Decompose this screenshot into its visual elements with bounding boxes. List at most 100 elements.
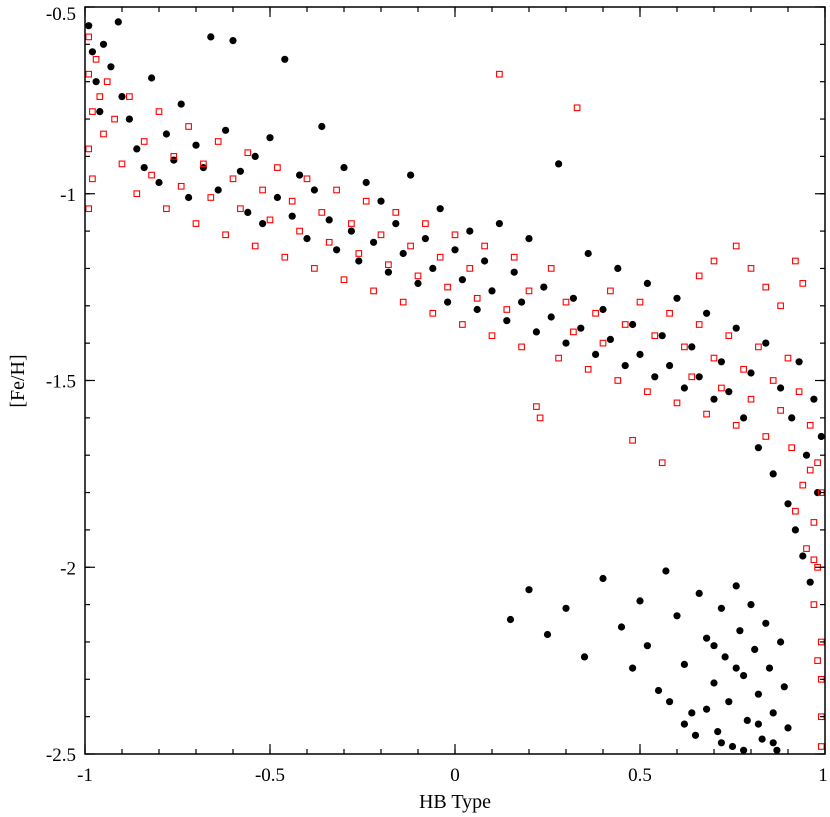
data-point-black xyxy=(251,152,259,160)
data-point-black xyxy=(740,672,748,680)
data-point-black xyxy=(384,268,392,276)
data-point-red xyxy=(333,186,340,194)
data-point-black xyxy=(140,164,148,172)
data-point-black xyxy=(725,388,733,396)
data-point-red xyxy=(788,444,796,452)
data-point-red xyxy=(599,339,607,347)
data-point-red xyxy=(407,242,414,250)
data-point-black xyxy=(629,664,637,672)
data-point-red xyxy=(192,220,200,227)
data-point-black xyxy=(654,686,663,695)
data-point-red xyxy=(370,287,377,295)
data-point-black xyxy=(525,586,533,594)
data-point-red xyxy=(584,365,592,373)
data-point-black xyxy=(680,384,689,392)
data-point-red xyxy=(806,466,814,474)
data-point-red xyxy=(732,421,740,429)
data-point-black xyxy=(691,731,700,739)
data-point-red xyxy=(795,388,803,396)
data-point-black xyxy=(107,63,115,71)
data-point-red xyxy=(436,253,444,261)
data-point-black xyxy=(155,178,163,187)
data-point-red xyxy=(348,220,355,227)
data-point-black xyxy=(703,634,711,642)
data-point-red xyxy=(570,328,577,336)
data-point-black xyxy=(540,283,548,291)
data-point-red xyxy=(525,287,533,295)
data-point-black xyxy=(784,500,792,508)
data-point-black xyxy=(695,373,703,381)
data-point-black xyxy=(728,742,737,751)
data-point-black xyxy=(680,720,689,728)
data-point-black xyxy=(747,369,755,377)
data-point-red xyxy=(755,343,762,351)
data-point-black xyxy=(555,160,563,168)
data-point-black xyxy=(754,444,763,452)
data-point-red xyxy=(792,257,799,265)
data-point-red xyxy=(355,250,363,257)
data-point-black xyxy=(662,567,670,575)
data-point-red xyxy=(533,403,540,410)
data-point-red xyxy=(466,265,474,272)
data-point-red xyxy=(237,205,244,213)
data-point-black xyxy=(769,470,777,478)
data-point-black xyxy=(436,205,444,213)
series-black-circles xyxy=(85,18,825,754)
data-point-red xyxy=(496,70,503,78)
data-point-black xyxy=(303,235,311,243)
data-point-red xyxy=(614,377,622,384)
data-point-black xyxy=(495,220,503,228)
data-point-red xyxy=(777,302,784,310)
data-point-black xyxy=(717,358,726,366)
data-point-black xyxy=(599,305,607,314)
data-point-red xyxy=(459,321,466,328)
data-point-black xyxy=(273,193,281,202)
data-point-red xyxy=(100,130,107,138)
data-point-red xyxy=(177,182,185,190)
data-point-red xyxy=(810,556,818,564)
data-point-red xyxy=(725,332,733,340)
data-point-red xyxy=(666,309,673,317)
y-tick-label: -1 xyxy=(60,185,76,206)
data-point-red xyxy=(481,242,488,250)
y-tick-labels: -0.5 -1 -1.5 -2 -2.5 xyxy=(46,4,76,766)
data-point-red xyxy=(222,231,229,239)
data-point-black xyxy=(751,645,759,654)
data-point-red xyxy=(340,276,348,284)
data-point-black xyxy=(780,683,788,691)
data-point-black xyxy=(114,18,122,26)
data-point-black xyxy=(451,246,459,254)
data-point-red xyxy=(681,343,688,351)
data-point-red xyxy=(303,175,311,183)
data-point-black xyxy=(214,186,222,194)
data-point-red xyxy=(573,104,581,112)
data-point-black xyxy=(569,294,578,302)
data-point-red xyxy=(688,373,696,381)
data-point-red xyxy=(244,149,252,157)
data-point-red xyxy=(792,507,799,515)
data-point-black xyxy=(777,638,785,646)
data-point-black xyxy=(714,728,722,736)
data-point-red xyxy=(732,242,740,250)
data-point-black xyxy=(580,653,589,661)
data-point-red xyxy=(281,253,289,261)
x-tick-label: -1 xyxy=(77,765,93,786)
data-point-black xyxy=(148,74,156,82)
data-point-black xyxy=(688,709,696,717)
data-point-black xyxy=(562,339,570,347)
data-point-black xyxy=(732,324,740,332)
data-point-red xyxy=(762,283,770,291)
data-point-black xyxy=(392,220,400,228)
data-point-black xyxy=(488,287,496,295)
data-point-black xyxy=(710,679,718,687)
data-point-red xyxy=(163,205,170,213)
data-point-red xyxy=(296,227,303,235)
data-point-red xyxy=(710,354,718,362)
data-point-black xyxy=(636,597,644,605)
data-point-red xyxy=(747,395,755,403)
data-point-black xyxy=(584,249,592,258)
data-point-red xyxy=(695,272,703,280)
data-point-black xyxy=(666,362,674,370)
data-point-red xyxy=(133,190,141,198)
